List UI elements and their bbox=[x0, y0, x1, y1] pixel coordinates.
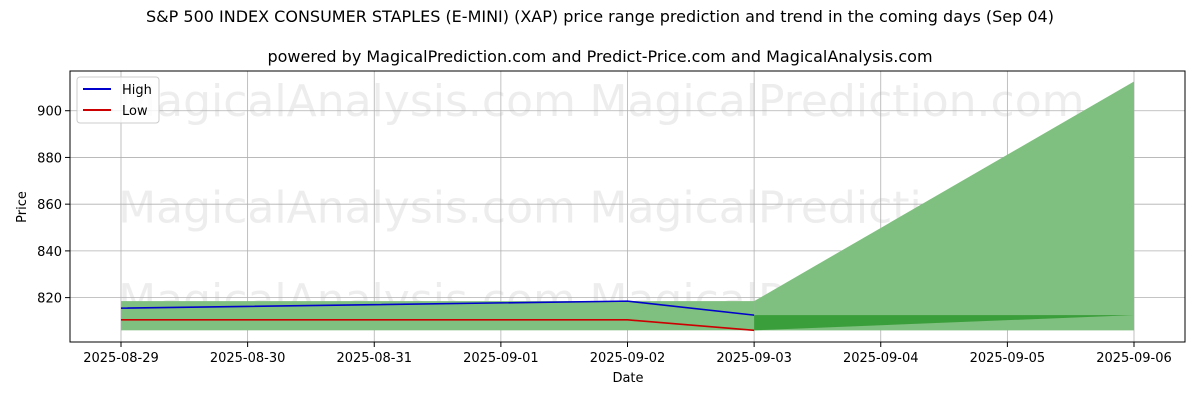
x-tick-label: 2025-09-02 bbox=[590, 351, 666, 366]
y-tick-label: 860 bbox=[37, 198, 62, 213]
x-tick-label: 2025-09-03 bbox=[716, 351, 792, 366]
prediction-range-band bbox=[754, 81, 1134, 331]
y-tick-label: 880 bbox=[37, 151, 62, 166]
x-tick-label: 2025-08-29 bbox=[83, 351, 159, 366]
y-axis-label: Price bbox=[15, 191, 30, 223]
x-tick-label: 2025-09-06 bbox=[1096, 351, 1172, 366]
y-tick-label: 900 bbox=[37, 105, 62, 120]
y-tick-label: 840 bbox=[37, 245, 62, 260]
series-line-high bbox=[120, 300, 755, 316]
y-axis: 820 840 860 880 900 bbox=[37, 105, 70, 307]
legend-label-high: High bbox=[122, 83, 152, 98]
prediction-trend-band bbox=[754, 315, 1134, 331]
series-layer bbox=[120, 300, 755, 332]
historical-range-band bbox=[121, 301, 755, 331]
series-line-low bbox=[121, 319, 755, 332]
x-axis: 2025-08-29 2025-08-30 2025-08-31 2025-09-01… bbox=[83, 342, 1172, 366]
x-axis-label: Date bbox=[612, 371, 643, 386]
x-tick-label: 2025-09-04 bbox=[843, 351, 919, 366]
legend: High Low bbox=[76, 76, 160, 124]
chart-title: S&P 500 INDEX CONSUMER STAPLES (E-MINI) … bbox=[146, 7, 1054, 26]
watermark-text: MagicalPrediction.com bbox=[590, 76, 1085, 127]
y-tick-label: 820 bbox=[37, 292, 62, 307]
x-tick-label: 2025-08-30 bbox=[210, 351, 286, 366]
x-tick-label: 2025-09-01 bbox=[463, 351, 539, 366]
x-tick-label: 2025-08-31 bbox=[336, 351, 412, 366]
watermark-text: MagicalAnalysis.com bbox=[118, 76, 576, 127]
legend-label-low: Low bbox=[122, 104, 148, 119]
x-tick-label: 2025-09-05 bbox=[970, 351, 1046, 366]
watermark-text: MagicalAnalysis.com bbox=[118, 183, 576, 234]
chart-subtitle: powered by MagicalPrediction.com and Pre… bbox=[267, 47, 932, 66]
